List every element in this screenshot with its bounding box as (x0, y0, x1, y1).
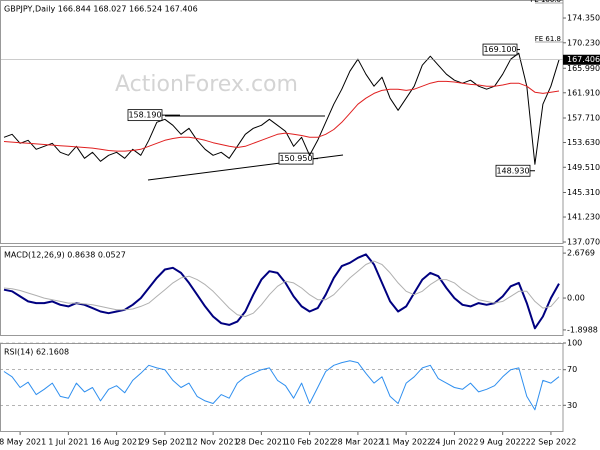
x-tick-label: 24 Jun 2022 (430, 438, 478, 447)
series-line (3, 253, 560, 330)
annotation-label: 158.190 (128, 111, 161, 120)
y-tick-label: 170.230 (567, 38, 600, 47)
level-label: FE 61.8 (535, 35, 561, 43)
y-tick-label: 141.230 (567, 213, 600, 222)
panel-title: RSI(14) 62.1608 (4, 348, 69, 357)
y-tick-label: 145.310 (567, 188, 600, 197)
x-tick-label: 22 Sep 2022 (526, 438, 577, 447)
y-tick-label: 0.00 (567, 294, 585, 303)
y-tick-label: 100 (567, 339, 582, 348)
panel-frame (0, 0, 564, 244)
y-tick-label: 2.6769 (567, 249, 595, 258)
y-tick-label: 161.910 (567, 88, 600, 97)
annotation-box (278, 152, 314, 165)
panel-title: GBPJPY,Daily 166.844 168.027 166.524 167… (4, 5, 198, 14)
x-tick-label: 10 Feb 2022 (285, 438, 335, 447)
x-tick-label: 16 Aug 2021 (91, 438, 142, 447)
series-line (3, 260, 560, 317)
series-line (3, 360, 560, 411)
y-tick-label: 157.710 (567, 114, 600, 123)
last-price-box (563, 54, 600, 65)
x-tick-label: 29 Sep 2021 (140, 438, 191, 447)
panel-frame (0, 246, 564, 336)
level-label: FE 100.0 (530, 0, 561, 4)
y-tick-label: 149.510 (567, 163, 600, 172)
annotation-box (495, 164, 531, 177)
y-tick-label: 165.990 (567, 64, 600, 73)
panel-title: MACD(12,26,9) 0.8638 0.0527 (4, 251, 126, 260)
last-price-label: 167.406 (567, 55, 600, 64)
watermark: ActionForex.com (115, 72, 298, 97)
x-tick-label: 1 Jul 2021 (48, 438, 88, 447)
y-tick-label: -1.8988 (567, 325, 598, 334)
annotation-label: 148.930 (496, 166, 529, 175)
x-tick-label: 12 Nov 2021 (188, 438, 239, 447)
annotation-label: 169.100 (483, 45, 516, 54)
x-tick-label: 11 May 2022 (380, 438, 432, 447)
x-tick-label: 28 Mar 2022 (333, 438, 384, 447)
y-tick-label: 174.350 (567, 14, 600, 23)
annotation-label: 150.950 (279, 154, 312, 163)
x-tick-label: 9 Aug 2022 (480, 438, 526, 447)
x-tick-label: 28 Dec 2021 (236, 438, 287, 447)
y-tick-label: 137.070 (567, 238, 600, 247)
series-line (3, 52, 560, 165)
annotation-box (482, 43, 518, 56)
y-tick-label: 30 (567, 401, 577, 410)
series-line (3, 80, 560, 152)
panel-frame (0, 343, 564, 432)
y-tick-label: 153.630 (567, 138, 600, 147)
x-tick-label: 18 May 2021 (0, 438, 46, 447)
y-tick-label: 70 (567, 365, 577, 374)
annotation-box (127, 109, 163, 122)
